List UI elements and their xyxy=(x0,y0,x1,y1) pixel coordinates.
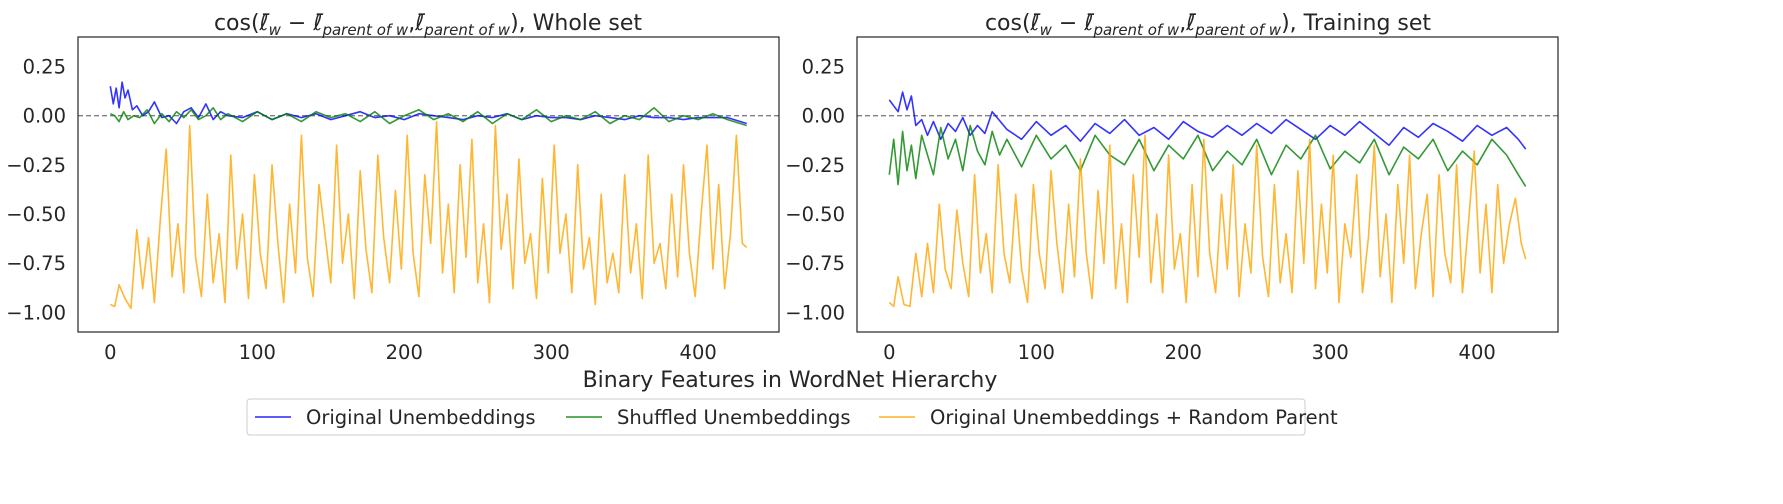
series-line-original xyxy=(888,91,1527,150)
legend-label-original: Original Unembeddings xyxy=(306,406,536,429)
y-tick-label: 0.25 xyxy=(802,56,845,79)
panel-title-training-set: cos(ℓ̄w − ℓ̄parent of w,ℓ̄parent of w), … xyxy=(985,11,1431,39)
legend-entry-original: Original Unembeddings xyxy=(255,406,536,429)
y-tick-label: 0.00 xyxy=(23,105,66,128)
series-line-shuffled xyxy=(888,124,1527,187)
legend-entry-random-parent: Original Unembeddings + Random Parent xyxy=(879,406,1338,429)
y-tick-label: −1.00 xyxy=(6,301,66,324)
y-tick-label: −0.50 xyxy=(785,203,845,226)
plot-area-training-set: 0.25 0.00 −0.25 −0.50 −0.75 −1.00 0 100 200 300 40… xyxy=(785,36,1559,364)
y-tick-label: −1.00 xyxy=(785,301,845,324)
panel-training-set: cos(ℓ̄w − ℓ̄parent of w,ℓ̄parent of w), … xyxy=(785,11,1559,364)
y-tick-label: −0.75 xyxy=(6,252,66,275)
series-line-random-parent xyxy=(109,120,748,310)
legend: Original Unembeddings Shuffled Unembeddi… xyxy=(246,398,1338,436)
x-tick-label: 200 xyxy=(386,341,423,364)
y-tick-label: −0.25 xyxy=(785,154,845,177)
legend-frame xyxy=(246,398,1306,436)
x-tick-label: 400 xyxy=(1459,341,1496,364)
plot-frame xyxy=(856,36,1559,333)
x-tick-label: 300 xyxy=(533,341,570,364)
x-tick-label: 100 xyxy=(239,341,276,364)
y-tick-label: 0.25 xyxy=(23,56,66,79)
x-tick-label: 400 xyxy=(680,341,717,364)
y-tick-label: −0.50 xyxy=(6,203,66,226)
panel-whole-set: cos(ℓ̄w − ℓ̄parent of w,ℓ̄parent of w), … xyxy=(6,11,780,364)
x-axis-label: Binary Features in WordNet Hierarchy xyxy=(583,368,998,393)
y-tick-label: −0.25 xyxy=(6,154,66,177)
plot-frame xyxy=(77,36,780,333)
plot-area-whole-set: 0.25 0.00 −0.25 −0.50 −0.75 −1.00 0 100 200 300 40… xyxy=(6,36,780,364)
x-tick-label: 0 xyxy=(104,341,116,364)
legend-entry-shuffled: Shuffled Unembeddings xyxy=(566,406,851,429)
y-tick-label: −0.75 xyxy=(785,252,845,275)
series-line-random-parent xyxy=(888,134,1527,308)
x-tick-label: 100 xyxy=(1018,341,1055,364)
series-line-original xyxy=(109,81,747,125)
x-tick-label: 300 xyxy=(1312,341,1349,364)
panel-title-whole-set: cos(ℓ̄w − ℓ̄parent of w,ℓ̄parent of w), … xyxy=(214,11,642,39)
series-line-shuffled xyxy=(109,107,747,127)
y-tick-label: 0.00 xyxy=(802,105,845,128)
x-tick-label: 200 xyxy=(1165,341,1202,364)
legend-label-shuffled: Shuffled Unembeddings xyxy=(617,406,851,429)
x-tick-label: 0 xyxy=(883,341,895,364)
legend-label-random-parent: Original Unembeddings + Random Parent xyxy=(930,406,1338,429)
